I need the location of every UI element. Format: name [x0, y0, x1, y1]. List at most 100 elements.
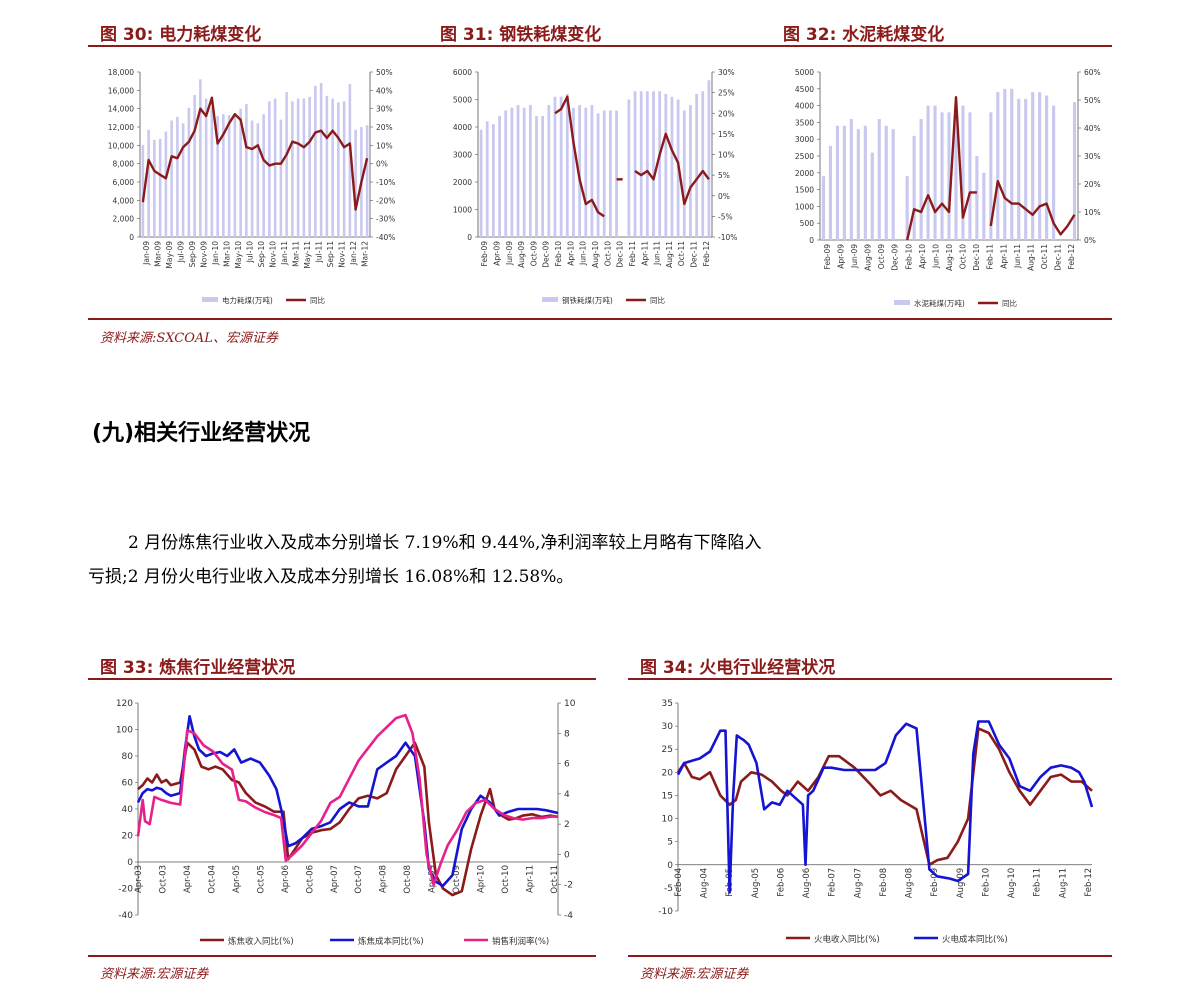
section-title: (九)相关行业经营状况: [92, 421, 311, 446]
right-tick-label: 0%: [718, 192, 730, 201]
x-tick-label: Feb-10: [982, 868, 992, 897]
bar: [158, 138, 162, 237]
left-tick-label: 35: [662, 699, 673, 709]
bar: [670, 96, 674, 237]
right-tick-label: -4: [564, 911, 573, 921]
bar: [273, 98, 277, 237]
bar: [572, 107, 575, 237]
right-tick-label: 20%: [1084, 180, 1101, 189]
figure-33-source-rule: [88, 955, 596, 957]
bar: [590, 105, 594, 237]
bar: [187, 107, 191, 237]
left-tick-label: 10,000: [108, 141, 134, 150]
left-tick-label: 3500: [795, 118, 814, 127]
figure-34-source: 资料来源:宏源证券: [640, 967, 749, 982]
right-tick-label: 0%: [1084, 236, 1096, 245]
x-tick-label: Aug-07: [853, 868, 863, 898]
x-tick-label: Apr-04: [183, 865, 193, 893]
bar: [498, 116, 501, 237]
bar: [639, 91, 643, 237]
x-tick-label: Jun-11: [653, 241, 662, 266]
bar: [863, 125, 867, 240]
bar: [193, 94, 196, 237]
x-tick-label: Dec-11: [1054, 244, 1063, 271]
left-tick-label: 12,000: [108, 123, 134, 132]
x-tick-label: Oct-11: [1040, 244, 1049, 269]
x-tick-label: May-10: [234, 241, 243, 269]
bar: [954, 112, 958, 240]
cement-coal-chart: 5000450040003500300025002000150010005000…: [795, 68, 1101, 308]
x-tick-label: May-11: [303, 241, 312, 269]
x-tick-label: Oct-09: [529, 241, 538, 266]
bar: [528, 105, 532, 237]
x-tick-label: Apr-03: [134, 865, 144, 893]
bar: [689, 105, 692, 237]
bar: [365, 125, 369, 237]
left-tick-label: -10: [658, 907, 673, 917]
bar: [559, 96, 563, 237]
left-tick-label: 4500: [795, 85, 814, 94]
bar: [256, 123, 260, 237]
right-tick-label: 40%: [376, 86, 393, 95]
figure-30-title: 图 30: 电力耗煤变化: [100, 25, 262, 45]
bar: [216, 116, 219, 237]
x-tick-label: Aug-04: [700, 868, 710, 898]
bar: [835, 125, 840, 240]
bar: [707, 80, 711, 237]
bar: [828, 145, 833, 240]
bar: [296, 98, 300, 237]
bar: [348, 83, 352, 238]
bar: [516, 105, 520, 237]
right-tick-label: 4: [564, 790, 570, 800]
bar: [609, 110, 612, 237]
bar: [147, 129, 150, 237]
bar: [319, 83, 323, 237]
left-tick-label: 2,000: [113, 215, 135, 224]
x-tick-label: Feb-12: [702, 241, 711, 267]
top-source-rule: [88, 318, 1112, 320]
figure-34-source-rule: [628, 955, 1112, 957]
bar: [821, 176, 826, 240]
x-tick-label: Jun-09: [505, 241, 514, 266]
x-tick-label: Dec-10: [616, 241, 625, 268]
left-tick-label: 0: [467, 233, 472, 242]
x-tick-label: Oct-11: [677, 241, 686, 266]
bar: [541, 116, 545, 237]
x-tick-label: Feb-04: [674, 868, 684, 897]
bar: [940, 112, 944, 240]
bar: [602, 110, 606, 237]
left-tick-label: 0: [809, 236, 814, 245]
right-tick-label: 30%: [718, 68, 735, 77]
x-tick-label: Feb-09: [930, 868, 940, 897]
x-tick-label: Jun-10: [931, 244, 940, 269]
left-tick-label: 5: [667, 838, 673, 848]
bar: [153, 139, 156, 237]
bar: [633, 91, 637, 237]
x-tick-label: Aug-06: [802, 868, 812, 898]
bar: [233, 115, 237, 237]
x-tick-label: Jun-11: [1013, 244, 1022, 269]
right-tick-label: 10%: [718, 151, 735, 160]
figure-33-title: 图 33: 炼焦行业经营状况: [100, 658, 296, 678]
bar: [331, 98, 334, 237]
bar: [204, 98, 208, 237]
bar: [682, 110, 686, 237]
right-tick-label: 20%: [376, 123, 393, 132]
x-tick-label: Aug-05: [751, 868, 761, 898]
yoy-line: [906, 96, 1076, 241]
x-tick-label: Apr-05: [232, 865, 242, 893]
bar: [842, 125, 846, 240]
left-tick-label: 4000: [453, 123, 472, 132]
power-coal-chart: 18,000 16,000 14,000 12,000 10,000 8,000 6,000…: [108, 68, 396, 305]
left-tick-label: 20: [122, 832, 134, 842]
x-tick-label: Dec-09: [542, 241, 551, 268]
right-tick-label: 30%: [1084, 152, 1101, 161]
yoy-line: [141, 96, 369, 211]
legend-label-1: 炼焦收入同比(%): [228, 936, 294, 947]
left-tick-label: 4000: [795, 102, 814, 111]
legend-bar-swatch: [894, 300, 910, 305]
x-tick-label: Feb-06: [777, 868, 787, 897]
bar: [627, 99, 631, 237]
x-tick-label: Aug-11: [1026, 244, 1035, 271]
left-tick-label: 100: [116, 726, 133, 736]
